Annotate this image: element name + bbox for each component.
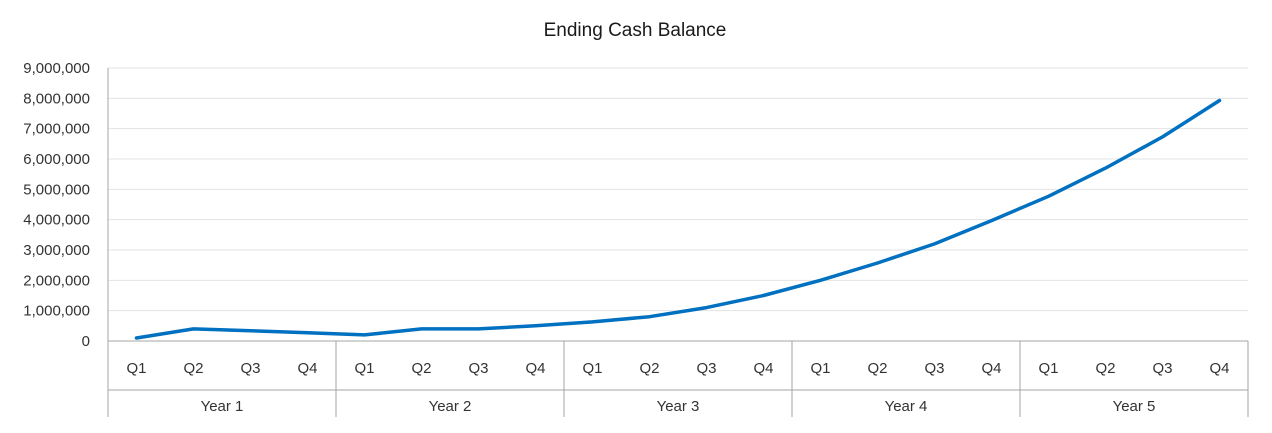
x-axis: Q1 Q2 Q3 Q4 Q1 Q2 Q3 Q4 Q1 Q2 Q3 Q4 Q1 Q2 Q3 Q4 Q1 Q2 Q3 Q4… [107, 340, 1249, 417]
x-group-label: Year 3 [657, 398, 700, 415]
x-tick-label: Q4 [297, 360, 317, 377]
x-tick-label: Q1 [1038, 360, 1058, 377]
x-group-label: Year 2 [429, 398, 472, 415]
x-tick-label: Q1 [582, 360, 602, 377]
x-group-label: Year 4 [885, 398, 928, 415]
x-tick-label: Q1 [354, 360, 374, 377]
x-tick-label: Q2 [639, 360, 659, 377]
y-tick-label: 6,000,000 [23, 151, 90, 168]
x-tick-label: Q4 [525, 360, 545, 377]
gridlines [108, 67, 1248, 312]
x-tick-label: Q2 [183, 360, 203, 377]
y-tick-label: 5,000,000 [23, 181, 90, 198]
x-tick-label: Q3 [924, 360, 944, 377]
series-line [134, 98, 1222, 340]
series-layer [134, 98, 1222, 340]
x-group-label: Year 5 [1113, 398, 1156, 415]
y-tick-label: 4,000,000 [23, 212, 90, 229]
x-tick-label: Q3 [1152, 360, 1172, 377]
y-tick-label: 7,000,000 [23, 121, 90, 138]
y-axis: 0 1,000,000 2,000,000 3,000,000 4,000,000 5,0… [23, 60, 109, 350]
x-tick-label: Q2 [411, 360, 431, 377]
x-tick-label: Q4 [753, 360, 773, 377]
chart-title: Ending Cash Balance [544, 20, 727, 41]
x-tick-label: Q2 [867, 360, 887, 377]
x-tick-label: Q1 [810, 360, 830, 377]
x-tick-label: Q1 [126, 360, 146, 377]
x-tick-label: Q2 [1095, 360, 1115, 377]
y-tick-label: 8,000,000 [23, 90, 90, 107]
x-tick-label: Q4 [1209, 360, 1229, 377]
x-tick-label: Q3 [468, 360, 488, 377]
y-tick-label: 1,000,000 [23, 303, 90, 320]
x-tick-label: Q3 [696, 360, 716, 377]
y-tick-label: 3,000,000 [23, 242, 90, 259]
y-tick-label: 2,000,000 [23, 272, 90, 289]
y-tick-label: 0 [82, 333, 90, 350]
x-tick-label: Q4 [981, 360, 1001, 377]
x-group-label: Year 1 [201, 398, 244, 415]
x-tick-label: Q3 [240, 360, 260, 377]
y-tick-label: 9,000,000 [23, 60, 90, 77]
